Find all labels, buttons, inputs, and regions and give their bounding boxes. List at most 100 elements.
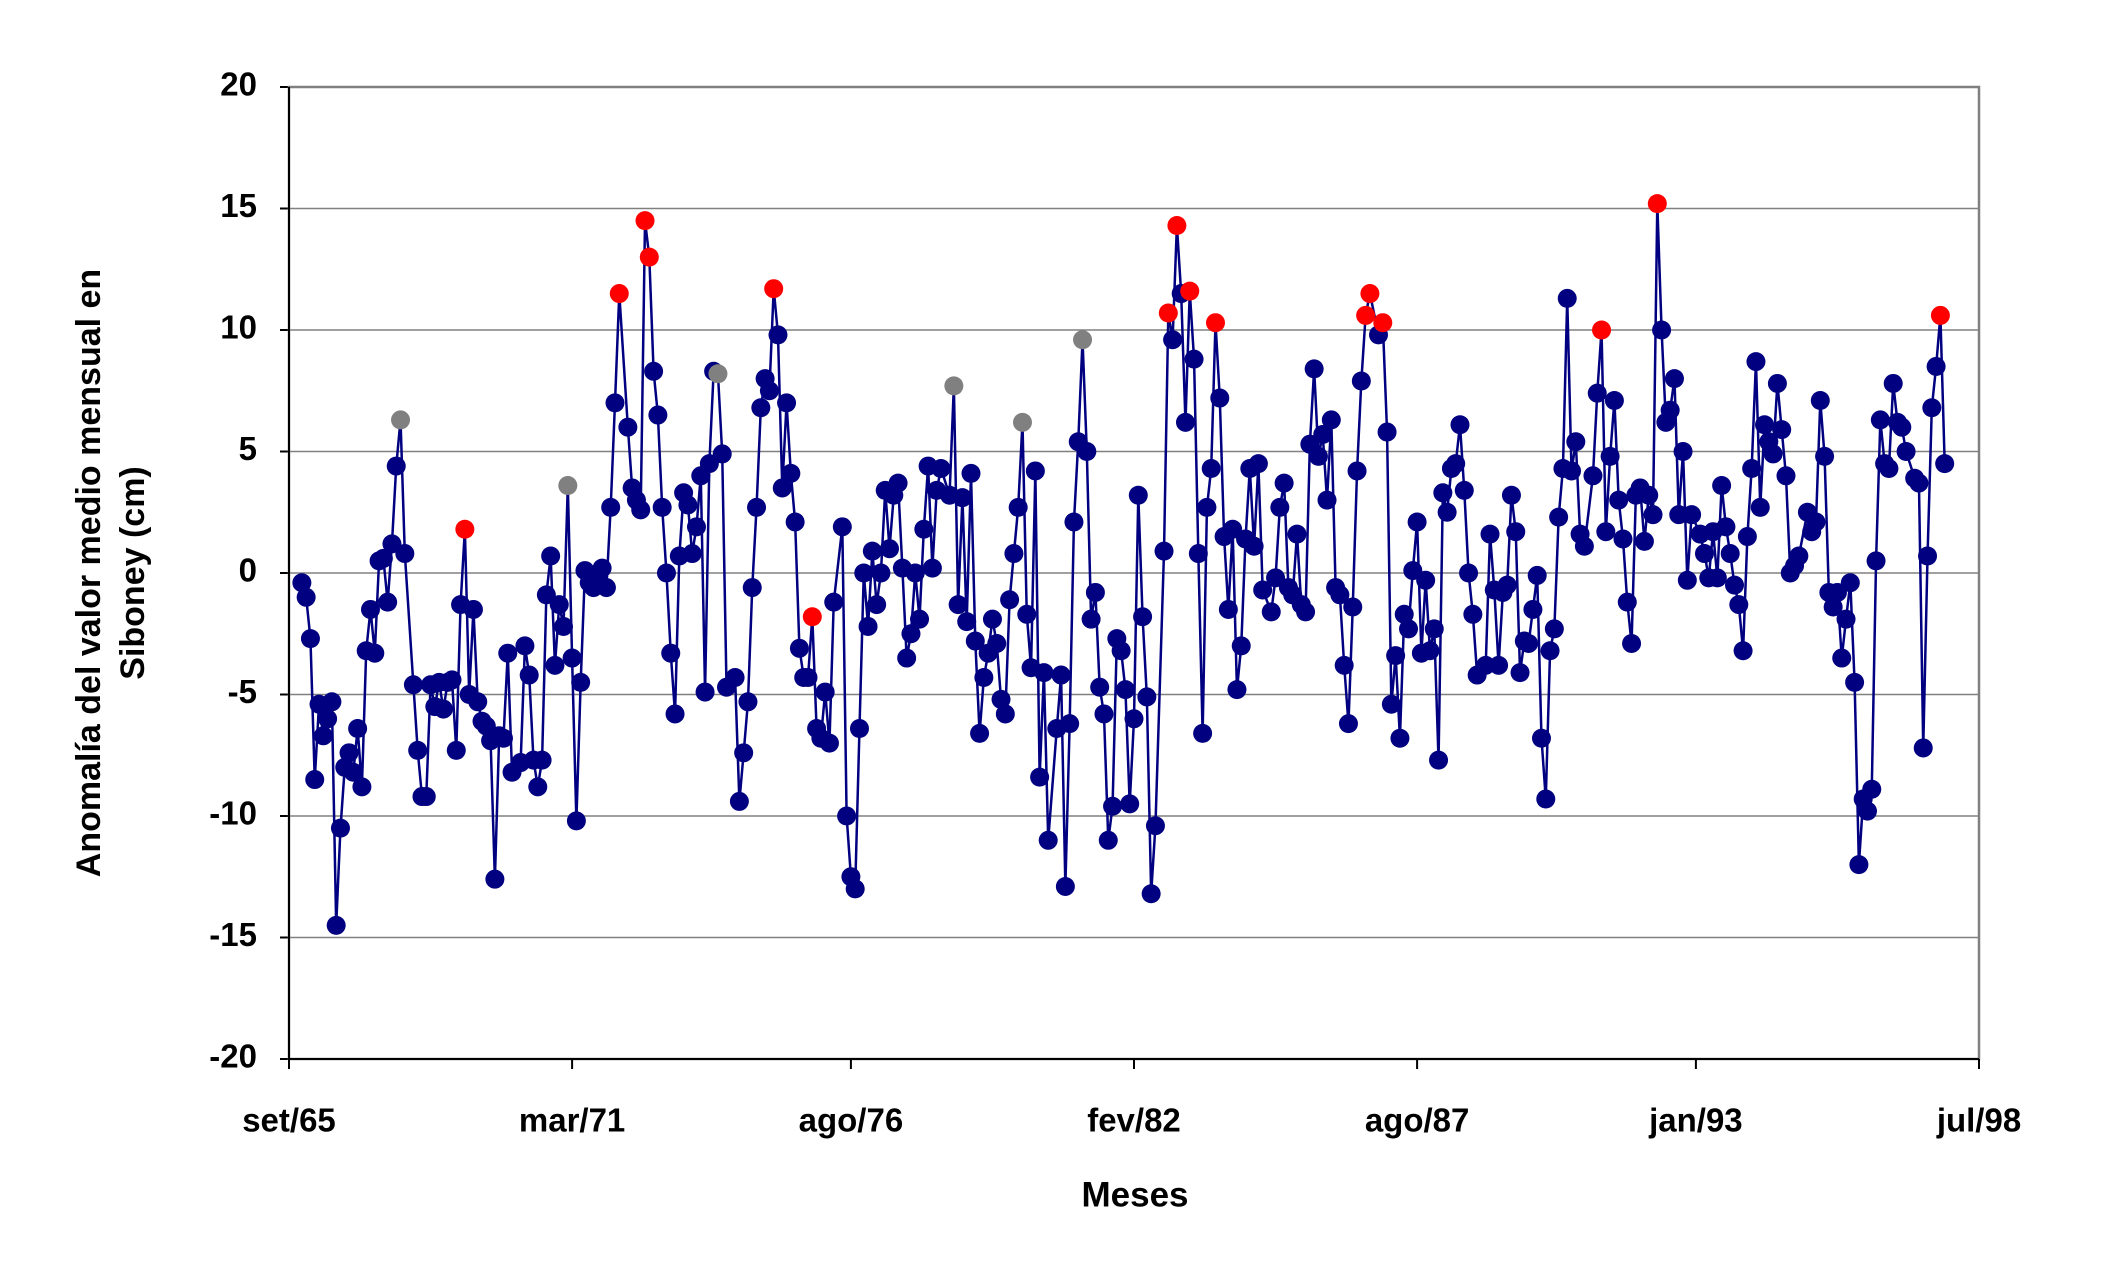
data-point	[1017, 604, 1037, 624]
data-point	[305, 770, 325, 790]
data-point	[1789, 546, 1809, 566]
data-point	[1647, 194, 1667, 214]
data-point	[1609, 490, 1629, 510]
data-point	[1051, 665, 1071, 685]
data-point	[322, 692, 342, 712]
data-point	[373, 548, 393, 568]
data-point	[1870, 410, 1890, 430]
x-tick-label: jul/98	[1936, 1102, 2021, 1139]
data-point	[292, 573, 312, 593]
data-point	[1244, 536, 1264, 556]
data-point	[1133, 607, 1153, 627]
data-point	[339, 743, 359, 763]
data-point	[1677, 570, 1697, 590]
data-point	[974, 667, 994, 687]
data-point	[1613, 529, 1633, 549]
data-point	[1510, 663, 1530, 683]
data-point	[631, 500, 651, 520]
data-point	[1248, 454, 1268, 474]
data-point	[1450, 415, 1470, 435]
data-point	[442, 670, 462, 690]
data-point	[382, 534, 402, 554]
data-point	[1746, 352, 1766, 372]
data-point	[1583, 466, 1603, 486]
data-point	[601, 497, 621, 517]
data-point	[1270, 497, 1290, 517]
y-tick-label: -5	[228, 673, 257, 710]
data-point	[781, 463, 801, 483]
data-point	[1489, 655, 1509, 675]
data-point	[849, 719, 869, 739]
data-point	[1111, 641, 1131, 661]
data-point	[468, 692, 488, 712]
data-point	[519, 665, 539, 685]
data-point	[734, 743, 754, 763]
data-point	[648, 405, 668, 425]
data-point	[1429, 750, 1449, 770]
data-point	[1531, 728, 1551, 748]
data-point	[862, 541, 882, 561]
data-point	[1596, 522, 1616, 542]
data-point	[772, 478, 792, 498]
data-point	[532, 750, 552, 770]
data-point	[1729, 595, 1749, 615]
data-point	[403, 675, 423, 695]
data-point	[777, 393, 797, 413]
data-point	[1377, 422, 1397, 442]
data-point	[1137, 687, 1157, 707]
data-point	[802, 607, 822, 627]
data-point	[1386, 646, 1406, 666]
y-axis-title-line: Siboney (cm)	[114, 466, 152, 679]
data-point	[1163, 330, 1183, 350]
data-point	[1231, 636, 1251, 656]
x-tick-label: mar/71	[519, 1102, 625, 1139]
data-point	[931, 459, 951, 479]
data-point	[1840, 573, 1860, 593]
data-point	[596, 578, 616, 598]
data-point	[1343, 597, 1363, 617]
data-point	[695, 682, 715, 702]
data-point	[1536, 789, 1556, 809]
data-point	[1862, 779, 1882, 799]
data-point	[1664, 369, 1684, 389]
data-point	[991, 689, 1011, 709]
data-point	[1034, 663, 1054, 683]
data-point	[1077, 442, 1097, 461]
data-point	[1926, 356, 1946, 376]
data-point	[639, 247, 659, 267]
data-point	[1707, 568, 1727, 588]
data-point	[1922, 398, 1942, 418]
data-point	[965, 631, 985, 651]
data-point	[455, 519, 475, 539]
data-point	[1750, 497, 1770, 517]
data-point	[1055, 876, 1075, 896]
data-point	[1274, 473, 1294, 493]
data-point	[1806, 512, 1826, 532]
y-axis-title: Anomalía del valor medio mensual en Sibo…	[70, 269, 152, 877]
data-point	[1030, 767, 1050, 787]
data-point	[1682, 505, 1702, 525]
data-point	[1167, 216, 1187, 236]
data-point	[1081, 609, 1101, 629]
data-point	[1673, 442, 1693, 461]
data-point	[1557, 288, 1577, 308]
data-point	[1197, 497, 1217, 517]
data-point	[1094, 704, 1114, 724]
data-point	[1446, 454, 1466, 474]
data-point	[1733, 641, 1753, 661]
data-point	[656, 563, 676, 583]
data-point	[1540, 641, 1560, 661]
data-point	[592, 558, 612, 578]
data-point	[1592, 320, 1612, 340]
data-point	[476, 716, 496, 736]
data-point	[1767, 373, 1787, 393]
data-point	[682, 544, 702, 564]
data-point	[845, 879, 865, 899]
data-point	[867, 595, 887, 615]
data-point	[571, 672, 591, 692]
data-point	[1308, 446, 1328, 466]
data-point	[1712, 476, 1732, 496]
data-point	[446, 740, 466, 760]
